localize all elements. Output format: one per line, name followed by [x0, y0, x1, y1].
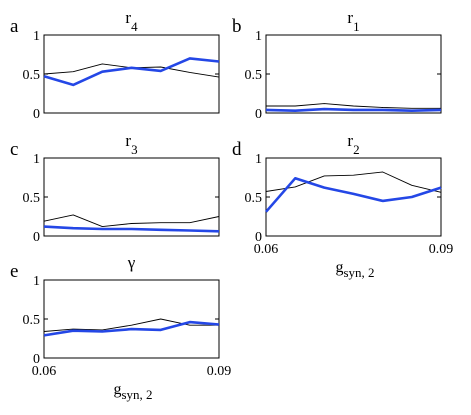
panel-title-subscript: 4 — [131, 19, 138, 34]
series-line-thick — [265, 107, 442, 112]
panel-letter: a — [10, 16, 19, 37]
y-tick-label: 0.5 — [23, 313, 41, 328]
y-tick-label: 0.5 — [23, 191, 41, 206]
y-tick-label: 0.5 — [245, 68, 263, 83]
x-axis-label-subscript: syn, 2 — [122, 387, 153, 402]
y-tick-label: 0.5 — [23, 68, 41, 83]
panel-e: 0 0.5 1 0.06 0.09 e γ gsyn, 2 — [10, 253, 231, 402]
y-tick-label: 1 — [255, 29, 262, 44]
panel-title: r2 — [347, 131, 359, 157]
y-tick-label: 0 — [33, 352, 40, 367]
panel-letter: d — [232, 139, 242, 160]
series-line-thin — [43, 214, 220, 228]
y-tick-label: 0 — [33, 107, 40, 122]
panel-c: 0 0.5 1c r3 — [10, 131, 220, 245]
panel-title: r3 — [125, 131, 137, 157]
series-line-thin — [43, 318, 219, 332]
y-tick-label: 0 — [33, 230, 40, 245]
panel-b: 00.51b r1 — [232, 8, 442, 122]
panel-title: r4 — [125, 8, 138, 34]
y-tick-label: 0 — [255, 230, 262, 245]
series-line-thick — [43, 57, 220, 87]
x-axis-label: gsyn, 2 — [336, 259, 375, 280]
panel-title-subscript: 2 — [353, 142, 360, 157]
panel-title: γ — [127, 253, 136, 272]
y-tick-label: 1 — [255, 152, 262, 167]
panel-letter: c — [10, 139, 18, 160]
y-tick-label: 0.5 — [245, 191, 263, 206]
x-tick-label: 0.06 — [32, 364, 57, 379]
panel-letter: e — [10, 261, 18, 282]
x-tick-label: 0.06 — [254, 242, 279, 257]
panel-letter: b — [232, 16, 242, 37]
series-line-thin — [265, 171, 442, 193]
series-line-thin — [43, 63, 220, 78]
plot-frame — [43, 279, 220, 359]
plot-frame — [43, 157, 220, 237]
panel-title: r1 — [347, 8, 359, 34]
x-axis-label: gsyn, 2 — [114, 381, 153, 402]
plot-frame — [43, 34, 220, 114]
x-tick-label: 0.09 — [429, 242, 454, 257]
series-line-thick — [265, 177, 442, 213]
y-tick-label: 1 — [33, 152, 40, 167]
series-line-thick — [43, 320, 220, 337]
panel-d: 0 0.5 1 0.06 0.09 d r2 gsyn, 2 — [232, 131, 453, 280]
x-tick-label: 0.09 — [207, 364, 232, 379]
y-tick-label: 1 — [33, 274, 40, 289]
panel-a: 0 0.5 1a r4 — [10, 8, 220, 122]
panel-title-subscript: 3 — [131, 142, 138, 157]
y-tick-label: 0 — [255, 107, 262, 122]
series-line-thin — [266, 103, 441, 109]
panel-title-subscript: 1 — [353, 19, 360, 34]
x-axis-label-subscript: syn, 2 — [344, 265, 375, 280]
y-tick-label: 1 — [33, 29, 40, 44]
series-line-thick — [43, 225, 220, 233]
plot-frame — [265, 34, 442, 114]
